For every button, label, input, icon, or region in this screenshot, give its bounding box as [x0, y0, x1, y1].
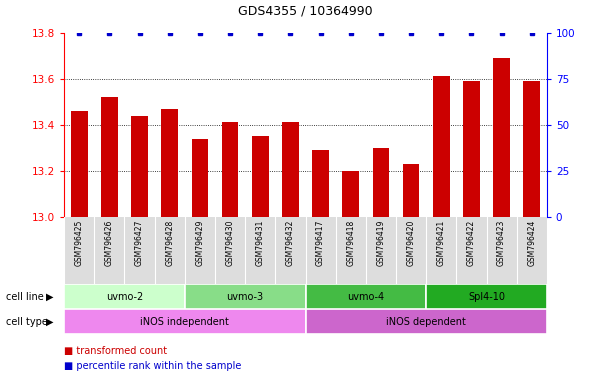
Bar	[71, 111, 87, 217]
Text: iNOS dependent: iNOS dependent	[386, 316, 466, 327]
Bar	[373, 148, 389, 217]
Text: GSM796423: GSM796423	[497, 220, 506, 266]
Bar	[64, 309, 306, 334]
Bar	[342, 171, 359, 217]
Text: GSM796425: GSM796425	[75, 220, 84, 266]
Bar	[192, 139, 208, 217]
Text: cell type: cell type	[6, 316, 48, 327]
Bar	[185, 284, 306, 309]
Text: GSM796428: GSM796428	[165, 220, 174, 266]
Bar	[403, 164, 419, 217]
Text: GSM796430: GSM796430	[225, 220, 235, 266]
Text: GSM796424: GSM796424	[527, 220, 536, 266]
Bar	[161, 109, 178, 217]
Text: GSM796432: GSM796432	[286, 220, 295, 266]
Text: GSM796421: GSM796421	[437, 220, 446, 266]
Text: ■ percentile rank within the sample: ■ percentile rank within the sample	[64, 361, 241, 371]
Bar	[101, 97, 118, 217]
Text: cell line: cell line	[6, 291, 44, 302]
Text: Spl4-10: Spl4-10	[468, 291, 505, 302]
Text: GDS4355 / 10364990: GDS4355 / 10364990	[238, 4, 373, 17]
Text: ▶: ▶	[46, 291, 54, 302]
Text: ▶: ▶	[46, 316, 54, 327]
Bar	[463, 81, 480, 217]
Text: iNOS independent: iNOS independent	[141, 316, 229, 327]
Text: uvmo-3: uvmo-3	[227, 291, 264, 302]
Bar	[252, 136, 269, 217]
Bar	[131, 116, 148, 217]
Bar	[222, 122, 238, 217]
Text: GSM796427: GSM796427	[135, 220, 144, 266]
Text: GSM796431: GSM796431	[256, 220, 265, 266]
Bar	[493, 58, 510, 217]
Text: uvmo-2: uvmo-2	[106, 291, 143, 302]
Text: GSM796419: GSM796419	[376, 220, 386, 266]
Bar	[426, 284, 547, 309]
Text: GSM796429: GSM796429	[196, 220, 205, 266]
Text: GSM796417: GSM796417	[316, 220, 325, 266]
Bar	[64, 284, 185, 309]
Bar	[282, 122, 299, 217]
Text: GSM796426: GSM796426	[105, 220, 114, 266]
Bar	[524, 81, 540, 217]
Text: GSM796422: GSM796422	[467, 220, 476, 266]
Bar	[306, 309, 547, 334]
Bar	[433, 76, 450, 217]
Text: ■ transformed count: ■ transformed count	[64, 346, 167, 356]
Text: uvmo-4: uvmo-4	[347, 291, 384, 302]
Bar	[306, 284, 426, 309]
Bar	[312, 150, 329, 217]
Text: GSM796420: GSM796420	[406, 220, 415, 266]
Text: GSM796418: GSM796418	[346, 220, 355, 266]
